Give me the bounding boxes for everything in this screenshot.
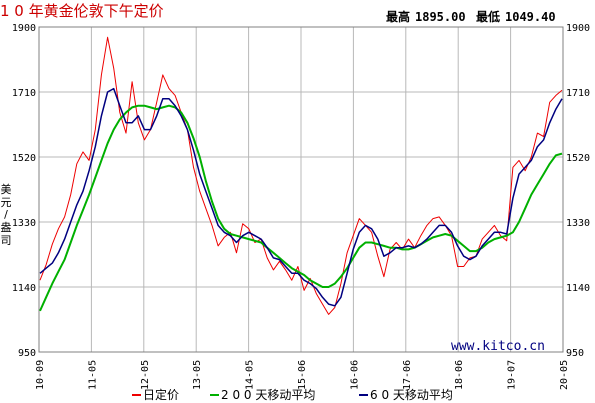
x-tick-label: 17-06 xyxy=(402,360,413,390)
series-line-ma60 xyxy=(39,87,563,307)
y-tick-label-right: 950 xyxy=(566,348,584,359)
y-tick-label-right: 1710 xyxy=(566,88,590,99)
y-axis-right: 1900 1710 1520 1330 1140 950 xyxy=(566,23,590,359)
y-tick-label: 950 xyxy=(18,348,36,359)
chart-title: 1 0 年黄金伦敦下午定价 xyxy=(0,2,164,20)
x-tick-label: 18-06 xyxy=(454,360,465,390)
series-group xyxy=(39,36,563,315)
y-tick-label-right: 1330 xyxy=(566,218,590,229)
y-tick-label-right: 1900 xyxy=(566,23,590,34)
y-axis-label-char: 司 xyxy=(1,234,12,247)
x-tick-label: 16-06 xyxy=(349,360,360,390)
high-value: 1895.00 xyxy=(415,10,466,24)
x-axis: 10-09 11-05 12-05 13-05 14-05 15-06 16-06 17-06… xyxy=(35,360,570,390)
y-axis-label-char: / xyxy=(4,208,8,221)
low-label: 最低 xyxy=(476,9,500,24)
y-axis-label-char: 盎 xyxy=(1,220,12,234)
legend-label-daily: 日定价 xyxy=(143,387,179,402)
plot-frame xyxy=(38,26,564,353)
grid-lines xyxy=(38,26,564,353)
series-line-ma200 xyxy=(39,104,563,312)
y-axis-label: 美元/盎司 xyxy=(1,183,12,247)
y-tick-label: 1710 xyxy=(12,88,36,99)
x-tick-label: 10-09 xyxy=(35,360,46,390)
y-tick-label-right: 1520 xyxy=(566,153,590,164)
legend-label-ma60: 6 0 天移动平均 xyxy=(370,388,453,402)
x-tick-label: 19-07 xyxy=(507,360,518,390)
x-tick-label: 13-05 xyxy=(192,360,203,390)
y-tick-label: 1900 xyxy=(12,23,36,34)
legend: 日定价 2 0 0 天移动平均 6 0 天移动平均 xyxy=(132,387,453,402)
watermark: www.kitco.cn xyxy=(451,339,545,354)
y-tick-label-right: 1140 xyxy=(566,283,590,294)
legend-label-ma200: 2 0 0 天移动平均 xyxy=(221,388,315,402)
x-tick-label: 14-05 xyxy=(245,360,256,390)
y-tick-label: 1520 xyxy=(12,153,36,164)
y-axis-left: 1900 1710 1520 1330 1140 950 xyxy=(12,23,36,359)
x-tick-label: 11-05 xyxy=(87,360,98,390)
x-tick-label: 12-05 xyxy=(140,360,151,390)
y-tick-label: 1140 xyxy=(12,283,36,294)
x-tick-label: 15-06 xyxy=(297,360,308,390)
x-tick-label: 20-05 xyxy=(559,360,570,390)
y-axis-label-char: 元 xyxy=(1,196,12,209)
y-axis-label-char: 美 xyxy=(1,183,12,196)
low-value: 1049.40 xyxy=(505,10,556,24)
y-tick-label: 1330 xyxy=(12,218,36,229)
high-label: 最高 xyxy=(386,9,410,24)
